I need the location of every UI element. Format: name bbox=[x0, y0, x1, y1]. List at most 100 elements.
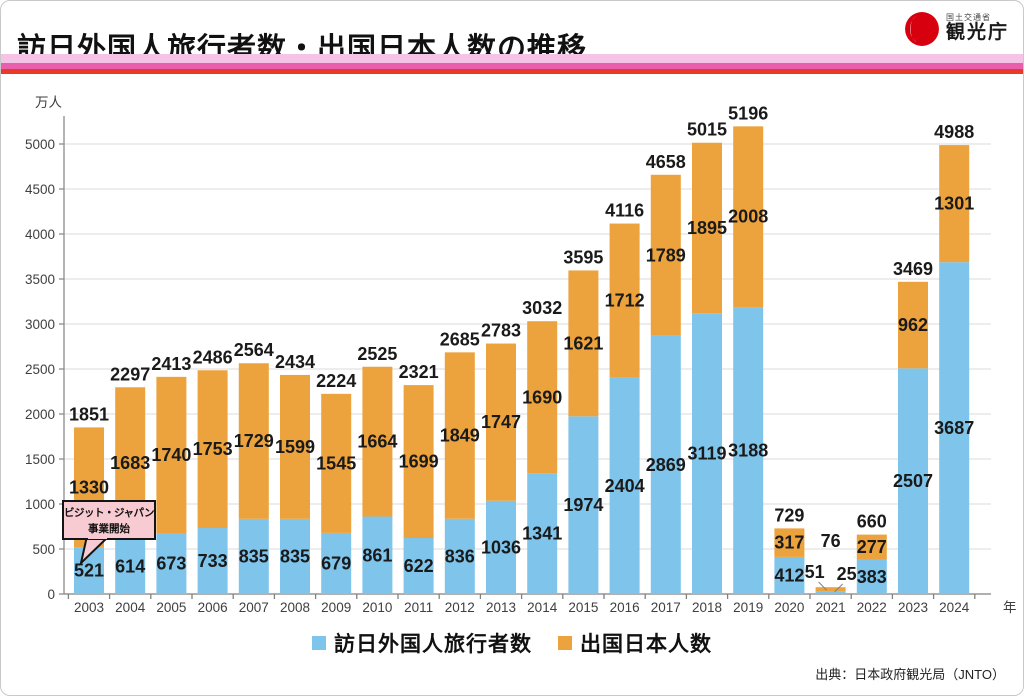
label-2017-departures: 1789 bbox=[646, 245, 686, 265]
label-2022-departures: 277 bbox=[857, 537, 887, 557]
x-label-2004: 2004 bbox=[115, 600, 146, 615]
label-2009-visitors: 679 bbox=[321, 553, 351, 573]
label-2020-departures: 317 bbox=[774, 533, 804, 553]
x-label-2019: 2019 bbox=[733, 600, 763, 615]
annotation-line1: ビジット・ジャパン bbox=[64, 506, 154, 519]
label-2004-departures: 1683 bbox=[110, 453, 150, 473]
label-2019-departures: 2008 bbox=[728, 207, 768, 227]
bar-2020-departures bbox=[774, 528, 805, 557]
label-2018-visitors: 3119 bbox=[687, 444, 726, 464]
label-2012-visitors: 836 bbox=[445, 546, 475, 566]
label-2011-total: 2321 bbox=[399, 362, 439, 382]
label-2007-departures: 1729 bbox=[234, 431, 274, 451]
label-2013-visitors: 1036 bbox=[481, 537, 521, 557]
label-2014-total: 3032 bbox=[522, 298, 562, 318]
label-2005-total: 2413 bbox=[151, 354, 191, 374]
x-label-2005: 2005 bbox=[156, 600, 186, 615]
label-2007-visitors: 835 bbox=[239, 546, 269, 566]
x-label-2006: 2006 bbox=[198, 600, 228, 615]
label-2022-total: 660 bbox=[857, 512, 887, 532]
bar-2011-departures bbox=[403, 385, 434, 539]
label-2009-total: 2224 bbox=[316, 371, 356, 391]
x-label-2013: 2013 bbox=[486, 600, 516, 615]
label-2005-departures: 1740 bbox=[151, 445, 191, 465]
label-2017-visitors: 2869 bbox=[646, 455, 686, 475]
x-label-2009: 2009 bbox=[321, 600, 351, 615]
bar-2015-visitors bbox=[568, 416, 599, 594]
y-tick-label-3500: 3500 bbox=[25, 272, 55, 287]
label-2003-departures: 1330 bbox=[69, 477, 109, 497]
bar-2007-visitors bbox=[238, 518, 269, 594]
x-label-2014: 2014 bbox=[527, 600, 558, 615]
bar-2012-visitors bbox=[444, 518, 475, 594]
label-2008-total: 2434 bbox=[275, 352, 315, 372]
y-tick-label-3000: 3000 bbox=[25, 317, 55, 332]
bar-2006-departures bbox=[197, 370, 228, 529]
x-label-2011: 2011 bbox=[404, 600, 433, 615]
y-tick-label-5000: 5000 bbox=[25, 137, 55, 152]
bar-2013-departures bbox=[486, 343, 516, 501]
label-2005-visitors: 673 bbox=[156, 554, 186, 574]
bar-2022-departures bbox=[856, 534, 887, 560]
x-label-2008: 2008 bbox=[280, 600, 310, 615]
logo-agency-label: 観光庁 bbox=[945, 21, 1009, 43]
bar-2006-visitors bbox=[197, 528, 228, 594]
bar-2017-departures bbox=[650, 174, 681, 336]
bar-2010-visitors bbox=[362, 516, 393, 594]
bar-2008-departures bbox=[280, 374, 310, 519]
bar-2007-departures bbox=[238, 363, 269, 519]
label-2009-departures: 1545 bbox=[316, 453, 356, 473]
bar-2021-visitors bbox=[815, 591, 846, 594]
label-2006-visitors: 733 bbox=[198, 551, 228, 571]
label-2023-total: 3469 bbox=[893, 259, 933, 279]
label-2006-departures: 1753 bbox=[193, 439, 233, 459]
bar-2020-visitors bbox=[774, 556, 805, 594]
label-2024-departures: 1301 bbox=[934, 194, 974, 214]
leader-line-departures bbox=[818, 581, 827, 591]
label-2011-visitors: 622 bbox=[404, 556, 434, 576]
label-2017-total: 4658 bbox=[646, 152, 686, 172]
label-2019-visitors: 3188 bbox=[728, 441, 768, 461]
x-label-2003: 2003 bbox=[74, 600, 104, 615]
bar-2019-departures bbox=[733, 126, 764, 308]
label-2010-departures: 1664 bbox=[357, 432, 397, 452]
label-2020-total: 729 bbox=[774, 505, 804, 525]
bar-2021-departures bbox=[815, 587, 846, 592]
label-2018-departures: 1895 bbox=[687, 218, 727, 238]
x-label-2023: 2023 bbox=[898, 600, 928, 615]
legend: 訪日外国人旅行者数 出国日本人数 bbox=[1, 628, 1023, 658]
bar-2013-visitors bbox=[486, 500, 516, 594]
stripe-magenta bbox=[1, 63, 1023, 69]
x-label-2017: 2017 bbox=[651, 600, 681, 615]
legend-item-visitors: 訪日外国人旅行者数 bbox=[312, 628, 532, 658]
x-label-2016: 2016 bbox=[610, 600, 640, 615]
label-2008-departures: 1599 bbox=[275, 437, 315, 457]
annotation-box bbox=[62, 500, 156, 540]
legend-swatch-visitors bbox=[312, 636, 326, 650]
label-2013-departures: 1747 bbox=[481, 412, 521, 432]
x-label-2018: 2018 bbox=[692, 600, 722, 615]
label-2012-total: 2685 bbox=[440, 329, 480, 349]
y-tick-label-500: 500 bbox=[32, 542, 55, 557]
y-tick-label-0: 0 bbox=[47, 587, 55, 602]
y-tick-label-2500: 2500 bbox=[25, 362, 55, 377]
label-2024-visitors: 3687 bbox=[934, 418, 974, 438]
legend-label-visitors: 訪日外国人旅行者数 bbox=[334, 633, 532, 656]
header: 訪日外国人旅行者数・出国日本人数の推移 国土交通省 観光庁 bbox=[1, 1, 1023, 86]
y-tick-label-4500: 4500 bbox=[25, 182, 55, 197]
label-2016-departures: 1712 bbox=[605, 291, 645, 311]
emblem-circle bbox=[905, 12, 939, 46]
bar-2018-departures bbox=[692, 142, 722, 314]
label-2015-visitors: 1974 bbox=[563, 495, 603, 515]
stripe-red bbox=[1, 69, 1023, 74]
bar-2023-departures bbox=[898, 281, 928, 369]
jta-logo: 国土交通省 観光庁 bbox=[904, 11, 1009, 47]
label-2021-departures: 51 bbox=[805, 562, 825, 582]
jta-emblem-icon bbox=[905, 12, 939, 46]
bar-2005-visitors bbox=[156, 533, 187, 594]
label-2016-visitors: 2404 bbox=[605, 476, 645, 496]
bar-2010-departures bbox=[362, 366, 393, 517]
y-tick-label-2000: 2000 bbox=[25, 407, 55, 422]
legend-item-departures: 出国日本人数 bbox=[558, 628, 712, 658]
x-label-2021: 2021 bbox=[816, 600, 846, 615]
